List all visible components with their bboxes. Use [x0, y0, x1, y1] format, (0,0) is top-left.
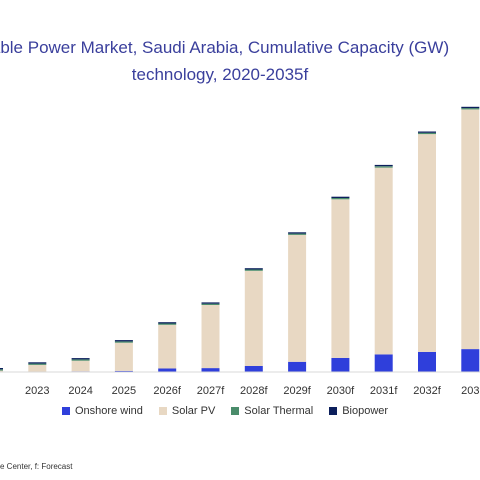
- chart-title-line2: technology, 2020-2035f: [131, 65, 309, 84]
- bar-solar-thermal-2025: [114, 341, 133, 343]
- bar-solar-pv-2027f: [201, 305, 220, 369]
- bar-solar-pv-203: [461, 109, 480, 350]
- bar-biopower-2032f: [418, 131, 436, 133]
- legend-label-onshore-wind: Onshore wind: [75, 405, 143, 417]
- bar-solar-thermal-2027f: [201, 303, 220, 305]
- bar-solar-thermal-2026f: [158, 323, 177, 325]
- legend-item-biopower: Biopower: [329, 405, 388, 417]
- bar-solar-pv-2030f: [331, 199, 350, 358]
- bar-biopower-2026f: [158, 322, 177, 324]
- bar-biopower-2031f: [374, 164, 393, 167]
- bar-solar-thermal-203: [461, 108, 480, 110]
- legend-swatch-solar-thermal: [231, 407, 240, 415]
- legend-item-onshore-wind: Onshore wind: [62, 405, 143, 417]
- bar-onshore-wind-2025: [114, 370, 133, 372]
- bar-solar-thermal-2023: [28, 363, 47, 365]
- x-tick-label: 203: [461, 385, 479, 397]
- bar-onshore-wind-2029f: [288, 361, 307, 372]
- bar-biopower-2023: [28, 362, 47, 364]
- bar-solar-pv-2029f: [288, 234, 307, 362]
- bar-chart: 22023202420252026f2027f2028f2029f2030f20…: [0, 106, 480, 397]
- bar-solar-thermal-2032f: [418, 132, 436, 135]
- x-tick-label: 2031f: [370, 385, 398, 397]
- chart-title-line1: able Power Market, Saudi Arabia, Cumulat…: [0, 38, 450, 57]
- legend-label-solar-thermal: Solar Thermal: [244, 405, 314, 417]
- bar-biopower-2: [0, 368, 3, 370]
- bar-solar-pv-2: [0, 370, 3, 372]
- bar-biopower-2024: [71, 358, 90, 360]
- x-tick-label: 2026f: [153, 385, 181, 397]
- x-tick-label: 2023: [25, 385, 49, 397]
- bar-onshore-wind-203: [461, 349, 480, 372]
- x-tick-label: 2030f: [327, 385, 355, 397]
- x-tick-label: 2032f: [413, 385, 441, 397]
- bar-solar-pv-2025: [114, 342, 133, 371]
- source-note: e Center, f: Forecast: [0, 462, 73, 471]
- bar-solar-pv-2026f: [158, 324, 177, 369]
- bar-solar-thermal-2: [0, 369, 3, 371]
- bar-onshore-wind-2028f: [244, 366, 263, 372]
- bar-solar-pv-2031f: [374, 167, 393, 355]
- x-tick-label: 2025: [112, 385, 136, 397]
- bar-solar-thermal-2024: [71, 359, 90, 361]
- legend-item-solar-thermal: Solar Thermal: [231, 405, 313, 417]
- bar-biopower-2030f: [331, 196, 350, 198]
- x-tick-label: 2029f: [283, 385, 311, 397]
- legend-swatch-onshore-wind: [62, 407, 70, 415]
- legend-label-solar-pv: Solar PV: [171, 405, 216, 417]
- bar-onshore-wind-2030f: [331, 357, 350, 372]
- bar-biopower-2025: [114, 340, 133, 342]
- legend-label-biopower: Biopower: [342, 405, 389, 417]
- bar-biopower-2028f: [244, 268, 263, 270]
- bar-solar-thermal-2031f: [374, 166, 393, 168]
- bar-solar-pv-2032f: [418, 134, 436, 352]
- bar-solar-thermal-2030f: [331, 198, 350, 200]
- chart-legend: Onshore wind Solar PV Solar Thermal Biop…: [62, 405, 388, 417]
- bar-biopower-203: [461, 106, 480, 109]
- x-tick-label: 2024: [68, 385, 92, 397]
- x-tick-label: 2028f: [240, 385, 268, 397]
- bar-solar-thermal-2029f: [288, 233, 307, 235]
- bar-onshore-wind-2026f: [158, 368, 177, 372]
- legend-swatch-solar-pv: [158, 407, 167, 415]
- legend-item-solar-pv: Solar PV: [158, 405, 216, 417]
- bar-solar-thermal-2028f: [244, 269, 263, 271]
- legend-swatch-biopower: [329, 407, 338, 415]
- x-tick-label: 2027f: [197, 385, 225, 397]
- bar-biopower-2029f: [288, 232, 307, 234]
- bar-onshore-wind-2031f: [374, 354, 393, 372]
- bar-onshore-wind-2027f: [201, 368, 220, 372]
- bar-biopower-2027f: [201, 302, 220, 304]
- bar-onshore-wind-2032f: [418, 351, 436, 372]
- bar-solar-pv-2024: [71, 360, 90, 372]
- bar-solar-pv-2028f: [244, 270, 263, 366]
- bar-solar-pv-2023: [28, 364, 47, 372]
